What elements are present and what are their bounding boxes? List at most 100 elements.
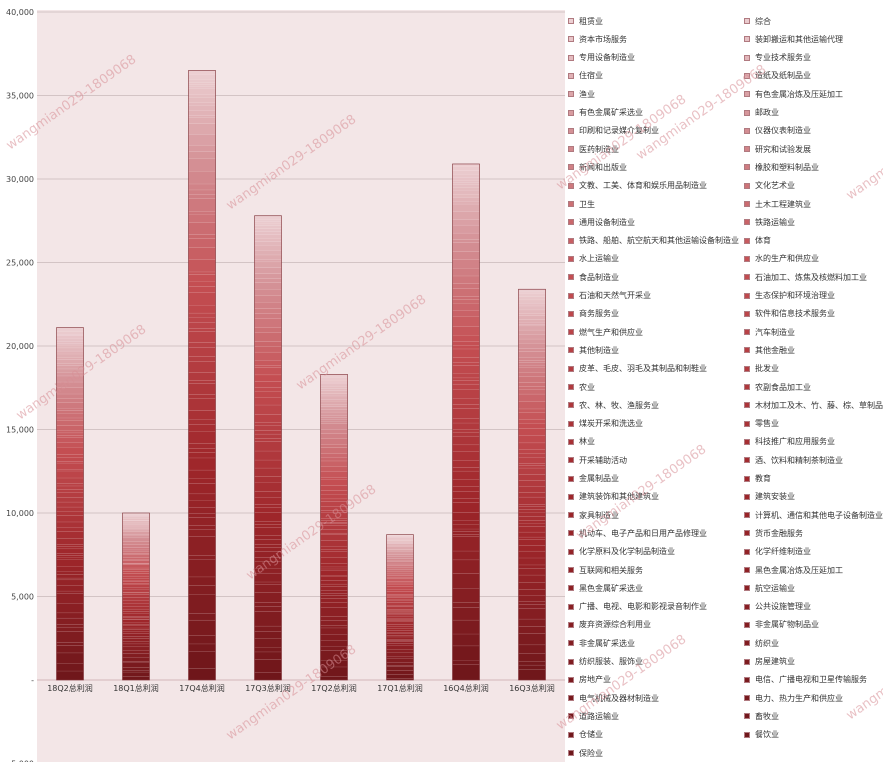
bar-segment	[56, 511, 84, 516]
bar-segment	[320, 583, 348, 587]
bar-segment	[56, 469, 84, 472]
bar-segment	[254, 261, 282, 268]
bar-segment	[320, 405, 348, 407]
bar-segment	[56, 645, 84, 654]
bar-segment	[518, 324, 546, 327]
bar-segment	[452, 326, 480, 336]
legend-item: 燃气生产和供应业	[568, 323, 643, 341]
bar-segment	[452, 299, 480, 304]
legend-label: 科技推广和应用服务业	[755, 437, 835, 447]
legend-swatch	[744, 512, 750, 519]
bar-segment	[56, 546, 84, 550]
legend-item: 住宿业	[568, 67, 603, 85]
bar-segment	[188, 469, 216, 479]
legend-swatch	[568, 292, 574, 299]
bar-segment	[452, 166, 480, 171]
bar-segment	[122, 547, 150, 551]
legend-label: 黑色金属矿采选业	[579, 583, 643, 593]
legend-label: 文教、工美、体育和娱乐用品制造业	[579, 181, 707, 191]
bar-segment	[188, 322, 216, 329]
bar-segment	[320, 411, 348, 416]
legend-label: 皮革、毛皮、羽毛及其制品和制鞋业	[579, 364, 707, 374]
bar-segment	[122, 564, 150, 569]
bar-segment	[188, 559, 216, 578]
bar-segment	[254, 561, 282, 569]
bar-segment	[188, 394, 216, 399]
bar-outline	[320, 374, 348, 681]
bar-segment	[386, 597, 414, 600]
bar-segment	[452, 177, 480, 182]
bar-segment	[188, 274, 216, 282]
bar-segment	[386, 549, 414, 552]
bar-segment	[386, 620, 414, 622]
legend-swatch	[744, 658, 750, 665]
bar-segment	[386, 595, 414, 597]
bar-segment	[518, 512, 546, 517]
legend-item: 非金属矿采选业	[568, 634, 635, 652]
bar-segment	[122, 629, 150, 632]
legend-label: 其他金融业	[755, 345, 795, 355]
legend-item: 公共设施管理业	[744, 598, 811, 616]
legend-swatch	[744, 347, 750, 354]
bar-segment	[320, 494, 348, 500]
bar-segment	[386, 605, 414, 607]
bar-segment	[188, 317, 216, 323]
bar-segment	[254, 544, 282, 548]
bar-segment	[56, 612, 84, 619]
bar-segment	[320, 546, 348, 550]
bar-segment	[320, 485, 348, 491]
legend-label: 体育	[755, 236, 771, 246]
legend-swatch	[568, 384, 574, 390]
bar-outline	[122, 512, 150, 681]
legend-item: 卫生	[568, 195, 595, 213]
bar-segment	[122, 537, 150, 542]
bar-segment	[56, 642, 84, 646]
bar-segment	[518, 334, 546, 340]
legend-item: 木材加工及木、竹、藤、棕、草制品业	[744, 396, 883, 414]
bar-segment	[122, 650, 150, 654]
bar-segment	[122, 616, 150, 618]
bar-segment	[188, 668, 216, 681]
legend-item: 新闻和出版业	[568, 158, 627, 176]
bar-segment	[386, 636, 414, 640]
bar-segment	[56, 548, 84, 554]
bar-segment	[518, 289, 546, 293]
legend-label: 家具制造业	[579, 510, 619, 520]
bar-segment	[320, 570, 348, 576]
bar-segment	[320, 557, 348, 564]
legend-swatch	[568, 420, 574, 427]
bar-segment	[56, 368, 84, 373]
bar-segment	[254, 433, 282, 439]
bar-segment	[320, 429, 348, 434]
bar-segment	[122, 553, 150, 558]
bar-segment	[518, 388, 546, 395]
bar-segment	[320, 525, 348, 530]
bar-segment	[518, 604, 546, 609]
bar-segment	[122, 623, 150, 626]
legend-swatch	[744, 420, 750, 427]
bar-segment	[188, 70, 216, 75]
bar-segment	[452, 498, 480, 503]
bar-segment	[452, 633, 480, 647]
bar-segment	[254, 592, 282, 603]
bar-segment	[452, 170, 480, 175]
bar-segment	[122, 599, 150, 604]
bar-segment	[188, 478, 216, 484]
legend-swatch	[744, 91, 750, 98]
legend-item: 保险业	[568, 744, 603, 762]
bar-outline	[386, 534, 414, 681]
bar-segment	[518, 463, 546, 466]
bar-segment	[386, 546, 414, 550]
bar-segment	[518, 434, 546, 444]
legend-label: 土木工程建筑业	[755, 199, 811, 209]
bar-segment	[254, 611, 282, 627]
bar-segment	[56, 515, 84, 523]
bar-segment	[188, 286, 216, 293]
legend-swatch	[568, 127, 574, 134]
bar-segment	[452, 607, 480, 621]
legend-label: 石油加工、炼焦及核燃料加工业	[755, 272, 867, 282]
bar-segment	[254, 258, 282, 263]
legend-item: 石油加工、炼焦及核燃料加工业	[744, 268, 867, 286]
bar-segment	[122, 662, 150, 668]
